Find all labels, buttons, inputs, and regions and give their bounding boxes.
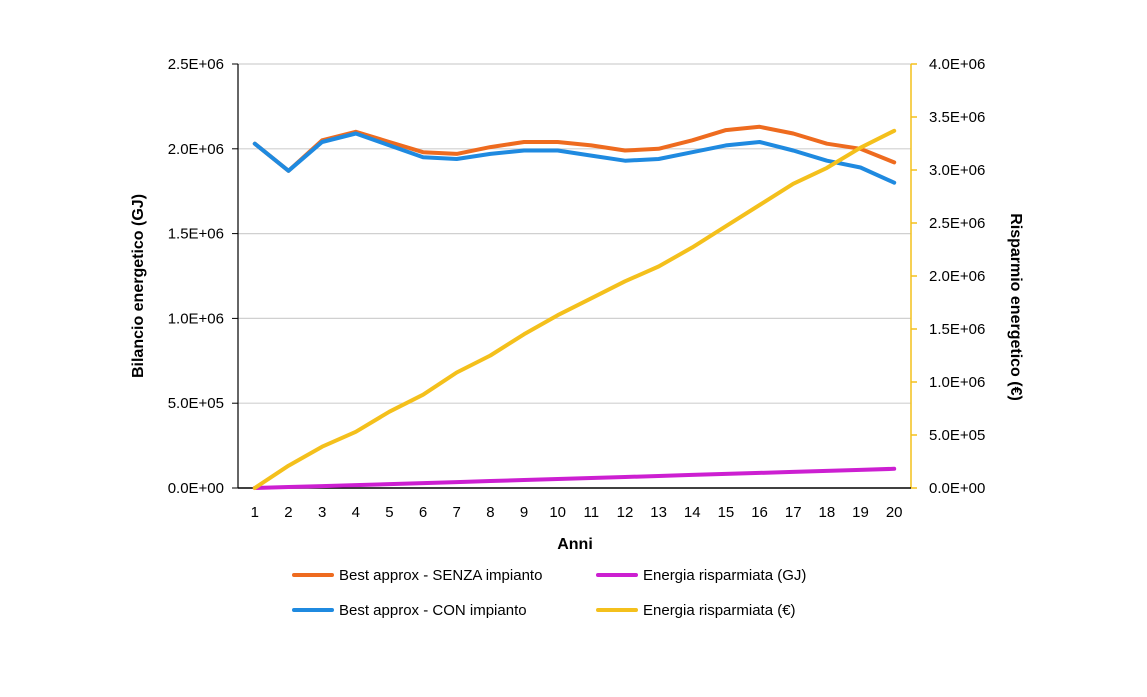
legend-label: Energia risparmiata (€) bbox=[643, 602, 796, 619]
y-tick-label: 2.0E+06 bbox=[168, 141, 224, 158]
y2-tick-label: 0.0E+00 bbox=[929, 480, 985, 497]
y2-tick-label: 2.0E+06 bbox=[929, 268, 985, 285]
x-tick-label: 19 bbox=[852, 504, 869, 521]
x-tick-label: 15 bbox=[718, 504, 735, 521]
y-axis-title: Bilancio energetico (GJ) bbox=[130, 194, 147, 378]
x-tick-label: 18 bbox=[819, 504, 836, 521]
x-tick-label: 8 bbox=[486, 504, 494, 521]
legend-label: Best approx - CON impianto bbox=[339, 602, 527, 619]
x-tick-label: 6 bbox=[419, 504, 427, 521]
tick-labels: 0.0E+00 5.0E+05 1.0E+06 1.5E+06 2.0E+06 2.5E+… bbox=[168, 56, 986, 521]
y-tick-label: 0.0E+00 bbox=[168, 480, 224, 497]
x-tick-label: 10 bbox=[549, 504, 566, 521]
y-tick-label: 1.5E+06 bbox=[168, 226, 224, 243]
series-line-3 bbox=[252, 466, 897, 490]
legend: Best approx - SENZA impianto Best approx … bbox=[292, 567, 806, 619]
x-tick-label: 13 bbox=[650, 504, 667, 521]
x-tick-label: 7 bbox=[453, 504, 461, 521]
x-tick-label: 5 bbox=[385, 504, 393, 521]
x-tick-label: 2 bbox=[284, 504, 292, 521]
y2-tick-label: 1.5E+06 bbox=[929, 321, 985, 338]
x-tick-label: 20 bbox=[886, 504, 903, 521]
y2-tick-label: 3.5E+06 bbox=[929, 109, 985, 126]
x-tick-label: 16 bbox=[751, 504, 768, 521]
axes bbox=[232, 63, 917, 489]
y2-tick-label: 2.5E+06 bbox=[929, 215, 985, 232]
x-axis-title: Anni bbox=[557, 536, 593, 553]
y2-tick-label: 5.0E+05 bbox=[929, 427, 985, 444]
x-tick-label: 17 bbox=[785, 504, 802, 521]
series-lines bbox=[252, 124, 897, 490]
y-tick-label: 5.0E+05 bbox=[168, 395, 224, 412]
y2-tick-label: 1.0E+06 bbox=[929, 374, 985, 391]
y-tick-label: 1.0E+06 bbox=[168, 310, 224, 327]
x-tick-label: 9 bbox=[520, 504, 528, 521]
x-tick-label: 3 bbox=[318, 504, 326, 521]
y2-tick-label: 3.0E+06 bbox=[929, 162, 985, 179]
grid-lines bbox=[238, 63, 911, 404]
x-tick-label: 1 bbox=[251, 504, 259, 521]
y2-tick-label: 4.0E+06 bbox=[929, 56, 985, 73]
y-tick-label: 2.5E+06 bbox=[168, 56, 224, 73]
series-line-4 bbox=[252, 128, 897, 490]
series-line-2 bbox=[252, 131, 897, 185]
x-tick-label: 14 bbox=[684, 504, 701, 521]
x-tick-label: 4 bbox=[352, 504, 360, 521]
legend-label: Best approx - SENZA impianto bbox=[339, 567, 542, 584]
x-tick-label: 12 bbox=[617, 504, 634, 521]
legend-label: Energia risparmiata (GJ) bbox=[643, 567, 806, 584]
x-tick-label: 11 bbox=[584, 504, 600, 521]
y2-axis-title: Risparmio energetico (€) bbox=[1007, 213, 1024, 401]
